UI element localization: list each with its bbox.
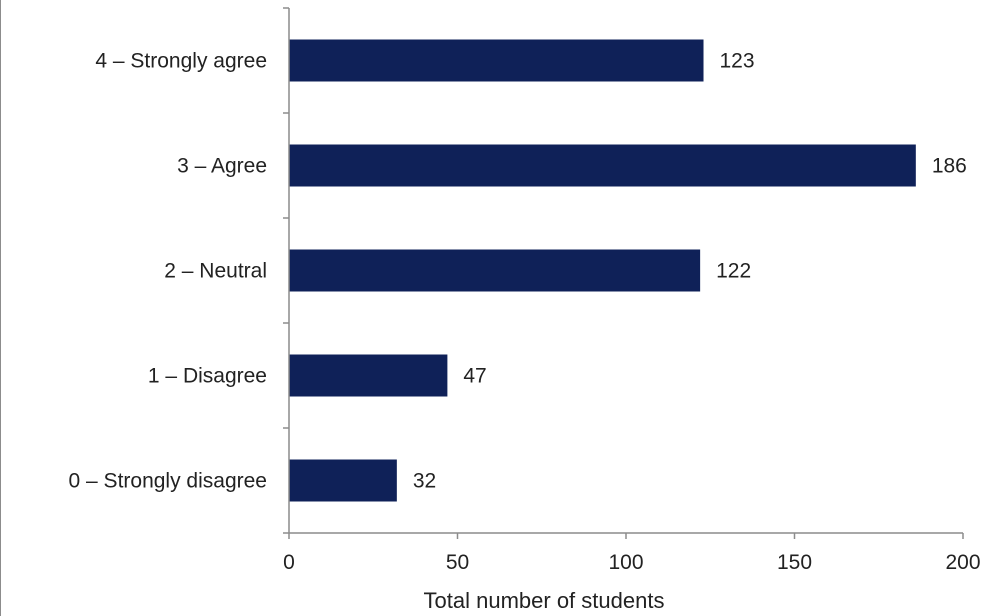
- x-tick-label: 100: [608, 551, 643, 574]
- category-label: 1 – Disagree: [148, 365, 267, 388]
- bar: [289, 459, 397, 502]
- x-tick-label: 150: [777, 551, 812, 574]
- category-label: 0 – Strongly disagree: [69, 470, 267, 493]
- category-label: 4 – Strongly agree: [95, 50, 267, 73]
- x-tick-label: 200: [945, 551, 980, 574]
- labels-layer: 0 50 100 150 200 4 – Strongly agree 123 3 – Agr…: [69, 50, 981, 575]
- bar: [289, 39, 704, 82]
- category-label: 3 – Agree: [177, 155, 267, 178]
- data-label: 186: [932, 155, 967, 178]
- frame-border: [0, 0, 1, 616]
- data-label: 32: [413, 470, 436, 493]
- data-label: 123: [720, 50, 755, 73]
- category-label: 2 – Neutral: [164, 260, 267, 283]
- data-label: 122: [716, 260, 751, 283]
- bars-layer: [289, 39, 916, 502]
- bar: [289, 354, 448, 397]
- data-label: 47: [463, 365, 486, 388]
- x-axis-title: Total number of students: [424, 588, 665, 613]
- x-tick-label: 50: [446, 551, 469, 574]
- axes-layer: [283, 7, 964, 539]
- bar: [289, 144, 916, 187]
- x-tick-label: 0: [283, 551, 295, 574]
- bar: [289, 249, 701, 292]
